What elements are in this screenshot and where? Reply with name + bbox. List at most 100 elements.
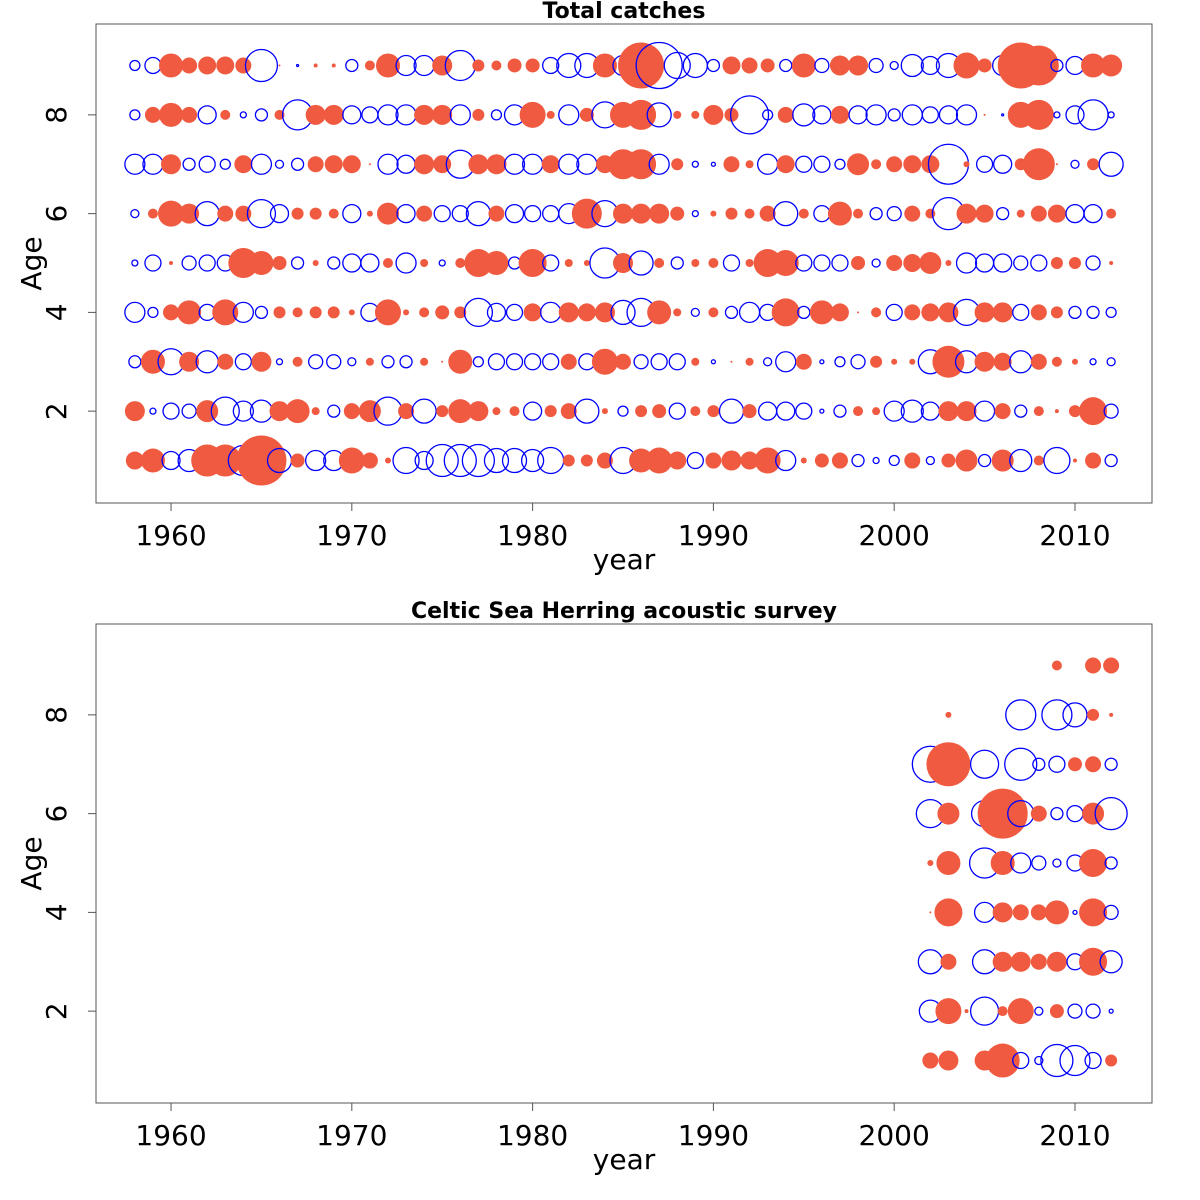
bubble-positive: [454, 306, 467, 319]
bubble-negative: [1070, 159, 1080, 169]
bubble-positive: [1106, 208, 1117, 219]
bubble-negative: [195, 350, 219, 374]
bubble-negative: [1104, 757, 1118, 771]
bubble-negative: [1105, 306, 1117, 319]
bubble-positive: [1079, 397, 1108, 426]
bubble-negative: [889, 60, 899, 71]
bubble-positive: [871, 307, 882, 318]
bubble-positive: [217, 205, 234, 222]
bubble-positive: [403, 309, 410, 316]
bubble-positive: [159, 53, 184, 78]
bubble-negative: [775, 351, 797, 373]
bubble-negative: [542, 56, 560, 75]
bubble-negative: [523, 353, 542, 371]
bubble-negative: [197, 105, 217, 125]
bubble-positive: [228, 248, 259, 279]
bubble-negative: [144, 56, 162, 75]
bubble-positive: [977, 58, 992, 73]
bubble-positive: [1030, 353, 1047, 370]
bubble-negative: [1014, 404, 1028, 418]
bubble-negative: [1085, 1003, 1101, 1019]
bubble-negative: [490, 109, 503, 121]
bubble-positive: [198, 56, 217, 75]
bubble-positive: [744, 208, 755, 219]
bubble-positive: [904, 452, 921, 469]
bubble-negative: [779, 58, 793, 73]
bubble-positive: [292, 356, 303, 367]
bubble-positive: [455, 258, 466, 269]
bubble-positive: [993, 352, 1012, 371]
bubble-positive: [771, 298, 800, 327]
bubble-positive: [398, 403, 415, 420]
bubble-positive: [974, 302, 995, 323]
bubble-negative: [1094, 796, 1128, 831]
bubble-positive: [601, 408, 608, 415]
bubble-positive: [1068, 257, 1081, 270]
bubble-negative: [617, 405, 629, 417]
y-tick-label: 8: [40, 106, 73, 124]
bubble-positive: [1100, 54, 1123, 77]
bubble-negative: [724, 305, 739, 320]
bubble-positive: [1050, 257, 1063, 270]
bubble-positive: [635, 405, 648, 418]
bubble-positive: [436, 405, 449, 418]
bubble-negative: [556, 52, 582, 79]
bubble-negative: [124, 301, 146, 324]
bubble-negative: [776, 401, 796, 421]
bubble-positive: [1033, 406, 1044, 417]
bubble-positive: [974, 351, 995, 372]
bubble-positive: [848, 55, 869, 76]
bubble-negative: [219, 158, 231, 170]
bubble-negative: [537, 446, 565, 475]
bubble-negative: [646, 102, 672, 128]
bubble-positive: [1079, 849, 1108, 878]
bubble-positive: [992, 302, 1013, 323]
bubble-positive: [432, 55, 453, 76]
bubble-negative: [232, 400, 254, 422]
bubble-positive: [772, 250, 799, 277]
y-axis-label: Age: [15, 836, 48, 890]
bubble-negative: [1012, 303, 1030, 322]
bubble-positive: [1054, 409, 1059, 414]
bubble-negative: [1043, 446, 1071, 475]
bubble-negative: [850, 354, 866, 370]
bubble-negative: [413, 54, 435, 77]
x-tick-label: 1970: [316, 519, 387, 552]
bubble-positive: [938, 302, 959, 323]
bubble-negative: [883, 400, 905, 422]
bubble-positive: [652, 404, 667, 419]
y-tick-label: 8: [40, 706, 73, 724]
bubble-negative: [144, 254, 162, 272]
bubble-positive: [592, 53, 617, 78]
bubble-positive: [272, 256, 287, 271]
bubble-positive: [179, 351, 200, 372]
bubble-negative: [1086, 305, 1100, 320]
bubble-positive: [626, 99, 657, 130]
bubble-negative: [1034, 1055, 1044, 1066]
bubble-positive: [519, 101, 546, 128]
bubble-negative: [885, 303, 903, 322]
bubble-positive: [472, 108, 485, 121]
bubble-positive: [181, 57, 198, 74]
bubble-positive: [945, 260, 952, 267]
bubble-positive: [1071, 358, 1078, 365]
bubble-positive: [827, 201, 852, 226]
bubble-positive: [212, 299, 239, 326]
bubble-positive: [872, 407, 881, 416]
bubble-positive: [723, 156, 740, 173]
bubble-positive: [938, 1050, 959, 1071]
x-tick-label: 2000: [859, 519, 930, 552]
bubble-negative: [813, 204, 831, 223]
bubble-positive: [941, 453, 956, 468]
bubble-positive: [649, 203, 670, 224]
bubble-positive: [997, 1006, 1008, 1017]
bubble-positive: [125, 451, 144, 470]
bubble-negative: [973, 400, 996, 422]
bubble-positive: [904, 304, 921, 321]
bubble-positive: [1010, 951, 1031, 972]
bubble-positive: [414, 104, 435, 125]
bubble-negative: [522, 401, 543, 421]
bubble-negative: [756, 153, 779, 175]
bubble-positive: [983, 113, 986, 116]
bubble-positive: [560, 353, 577, 370]
